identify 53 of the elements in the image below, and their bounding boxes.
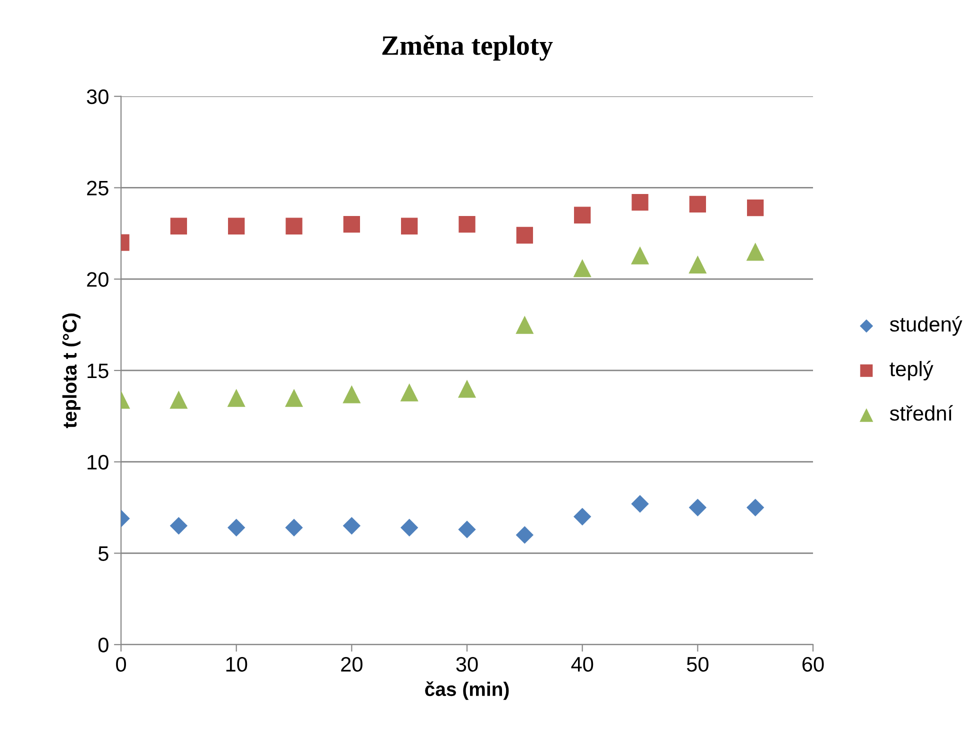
x-axis-title: čas (min): [425, 681, 509, 700]
point: [747, 200, 764, 216]
point: [170, 218, 188, 234]
point: [228, 218, 245, 234]
y-tick-label: 10: [88, 454, 108, 470]
point: [227, 388, 246, 407]
chart-title: Změna teploty: [382, 35, 553, 61]
point: [573, 259, 592, 278]
y-tick-label: 5: [98, 546, 108, 561]
x-tick-label: 30: [456, 656, 478, 672]
point: [342, 385, 361, 404]
point: [516, 226, 534, 244]
y-tick-label: 25: [87, 180, 108, 196]
legend-label: střední: [890, 405, 953, 421]
x-tick-label: 40: [571, 656, 594, 672]
point: [170, 516, 188, 535]
point: [746, 242, 764, 261]
point: [574, 508, 592, 526]
x-tick-label: 20: [341, 656, 362, 672]
point: [631, 495, 649, 513]
point: [458, 520, 476, 538]
x-tick-label: 50: [686, 656, 708, 672]
legend-label: studený: [890, 316, 962, 336]
x-tick-label: 10: [226, 656, 248, 672]
point: [228, 518, 246, 536]
y-tick-label: 20: [87, 272, 108, 287]
y-tick-label: 30: [86, 89, 108, 104]
point: [458, 216, 476, 233]
point: [746, 498, 764, 516]
point: [516, 526, 534, 544]
point: [574, 206, 591, 224]
point: [401, 218, 418, 234]
x-tick-label: 0: [116, 656, 126, 672]
legend-label: teplý: [890, 360, 934, 380]
point: [689, 196, 706, 213]
x-tick-label: 60: [802, 656, 824, 672]
point: [458, 380, 476, 398]
point: [632, 194, 648, 211]
point: [516, 316, 534, 334]
point: [630, 246, 650, 264]
point: [342, 516, 361, 535]
point: [170, 390, 188, 409]
y-tick-label: 15: [88, 364, 108, 378]
point: [343, 216, 360, 233]
point: [688, 255, 707, 274]
point: [400, 518, 418, 536]
point: [284, 388, 304, 407]
y-axis-title: teplota t (°C): [62, 314, 80, 428]
y-tick-label: 0: [98, 638, 108, 652]
point: [400, 383, 418, 402]
point: [285, 518, 303, 536]
point: [688, 498, 707, 516]
point: [286, 218, 302, 234]
